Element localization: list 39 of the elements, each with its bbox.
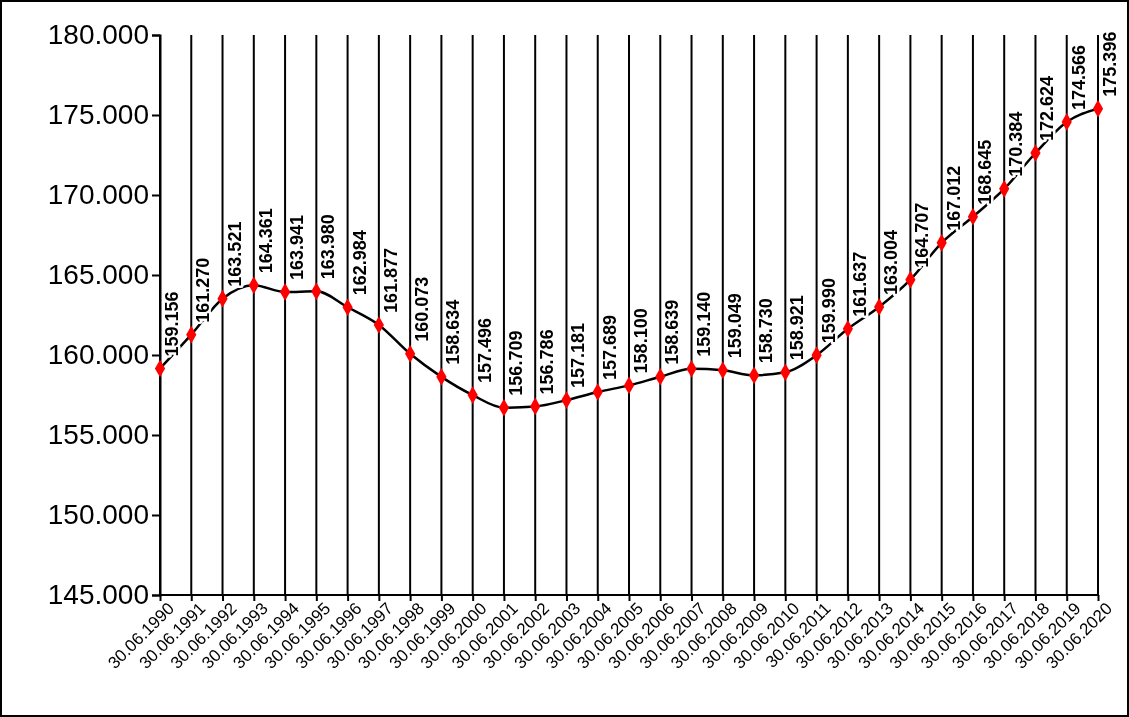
data-label: 157.181 <box>568 323 589 389</box>
data-label: 164.707 <box>912 202 933 268</box>
data-label: 161.637 <box>849 251 870 317</box>
data-label: 156.709 <box>505 330 526 396</box>
data-label: 172.624 <box>1037 75 1058 142</box>
y-tick-label: 155.000 <box>47 419 149 451</box>
data-label: 163.004 <box>881 229 902 295</box>
data-label: 160.073 <box>412 276 433 342</box>
data-label: 174.566 <box>1068 44 1089 110</box>
data-label: 163.980 <box>318 214 339 280</box>
data-label: 159.049 <box>724 293 745 359</box>
data-label: 163.521 <box>224 221 245 287</box>
data-label: 162.984 <box>349 230 370 296</box>
y-tick-label: 145.000 <box>47 579 149 611</box>
data-label: 158.639 <box>662 299 683 365</box>
data-label: 157.496 <box>474 317 495 384</box>
y-tick-label: 170.000 <box>47 179 149 211</box>
data-label: 164.361 <box>255 208 276 274</box>
data-label: 168.645 <box>974 139 995 205</box>
data-label: 161.877 <box>380 247 401 313</box>
data-label: 156.786 <box>537 329 558 395</box>
data-label: 158.921 <box>787 295 808 361</box>
data-label: 163.941 <box>287 214 308 280</box>
data-label: 170.384 <box>1006 111 1027 177</box>
y-tick-label: 160.000 <box>47 339 149 371</box>
data-label: 175.396 <box>1100 31 1120 97</box>
data-label: 158.634 <box>443 299 464 365</box>
y-tick-label: 165.000 <box>47 259 149 291</box>
data-label: 158.100 <box>631 308 651 374</box>
data-label: 161.270 <box>193 257 214 323</box>
data-label: 157.689 <box>599 314 620 380</box>
y-tick-label: 180.000 <box>47 19 149 51</box>
data-label: 159.156 <box>162 291 182 357</box>
data-label: 159.990 <box>818 278 839 344</box>
data-label: 158.730 <box>756 298 777 364</box>
data-label: 159.140 <box>693 291 714 357</box>
data-label: 167.012 <box>943 165 964 231</box>
y-tick-label: 175.000 <box>47 99 149 131</box>
y-tick-label: 150.000 <box>47 499 149 531</box>
